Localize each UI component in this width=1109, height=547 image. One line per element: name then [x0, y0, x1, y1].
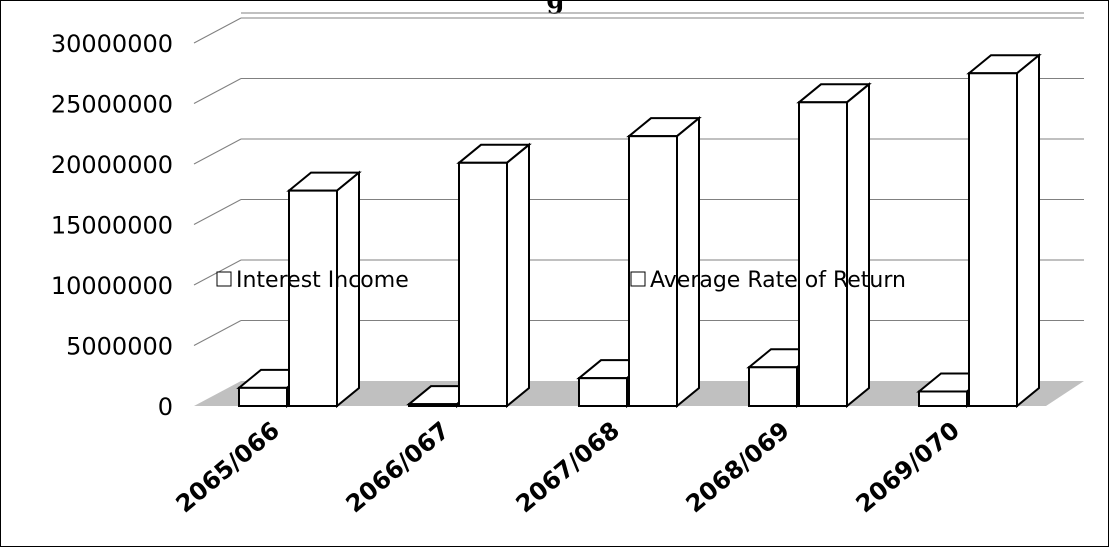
legend-label: Average Rate of Return — [650, 268, 906, 293]
x-tick-label: 2067/068 — [511, 416, 625, 518]
gridline-side — [193, 199, 242, 225]
bar-average-rate-of-return — [966, 53, 1042, 409]
bar-front-face — [408, 403, 458, 407]
bar-average-rate-of-return — [456, 142, 532, 409]
bar-front-face — [918, 390, 968, 408]
bar-front-face — [798, 101, 848, 407]
bar-side-face — [846, 82, 870, 409]
y-tick-label: 30000000 — [51, 30, 173, 58]
legend-swatch — [216, 271, 232, 287]
x-axis-ticks: 2065/066 2066/067 2067/068 2068/069 2069/070 — [171, 416, 965, 518]
x-tick-label: 2065/066 — [171, 416, 285, 518]
y-tick-label: 10000000 — [51, 272, 173, 300]
bar-average-rate-of-return — [626, 116, 702, 409]
gridline-side — [193, 138, 242, 165]
bar-front-face — [458, 161, 508, 407]
x-tick-label: 2066/067 — [341, 416, 455, 518]
bar-front-face — [578, 377, 628, 408]
y-tick-label: 5000000 — [66, 333, 173, 361]
gridline-side — [193, 320, 242, 346]
bar-front-face — [238, 386, 288, 408]
bar-front-face — [628, 135, 678, 407]
bar-front-face — [288, 189, 338, 407]
y-tick-label: 20000000 — [51, 151, 173, 179]
legend-swatch — [630, 271, 646, 287]
bar-side-face — [506, 142, 530, 409]
bar-average-rate-of-return — [286, 170, 362, 409]
gridline-side — [193, 17, 242, 44]
bar-side-face — [676, 116, 700, 409]
x-tick-label: 2069/070 — [851, 416, 965, 518]
bar-side-face — [1016, 53, 1040, 409]
bar-average-rate-of-return — [796, 82, 872, 409]
y-tick-label: 0 — [158, 393, 173, 421]
y-tick-label: 15000000 — [51, 212, 173, 240]
chart-bars — [236, 53, 1042, 409]
gridline-side — [193, 78, 242, 104]
y-axis-ticks: 0 5000000 10000000 15000000 20000000 25000000… — [51, 30, 173, 421]
legend-label: Interest Income — [236, 268, 409, 293]
chart-title: g — [546, 0, 565, 15]
bar-front-face — [748, 366, 798, 407]
x-tick-label: 2068/069 — [681, 416, 795, 518]
bar-front-face — [968, 72, 1018, 407]
chart-legend: Interest Income Average Rate of Return — [216, 268, 906, 293]
y-tick-label: 25000000 — [51, 91, 173, 119]
